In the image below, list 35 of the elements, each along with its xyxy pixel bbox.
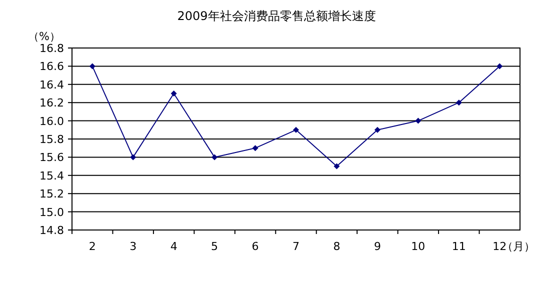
point	[415, 118, 422, 124]
y-tick-label: 16.2	[40, 96, 64, 110]
y-tick-label: 16.8	[40, 42, 64, 55]
point	[212, 154, 218, 160]
point	[374, 126, 380, 133]
point	[334, 163, 340, 170]
point	[252, 145, 258, 152]
ylabel: （%）	[28, 30, 60, 43]
y-tick-label: 15.6	[40, 151, 64, 164]
y-tick-label: 16.6	[40, 60, 64, 74]
y-tick-label: 15.4	[40, 169, 64, 182]
x-tick-label: 11	[452, 240, 466, 253]
x-tick-label: 3	[130, 240, 137, 253]
point	[89, 63, 96, 70]
point	[130, 154, 136, 160]
x-tick-label: 4	[170, 240, 178, 253]
x-tick-label: 7	[292, 240, 300, 253]
title: 2009年社会消费品零售总额增长速度	[177, 9, 376, 23]
x-tick-label: 5	[211, 240, 218, 253]
point	[456, 100, 462, 106]
x-tick-label: 12	[492, 240, 507, 253]
x-tick-label: 10	[411, 240, 426, 253]
y-tick-label: 16.4	[40, 78, 64, 92]
x-tick-label: 8	[333, 240, 340, 253]
y-tick-label: 14.8	[40, 224, 64, 237]
point	[293, 126, 299, 133]
y-tick-label: 15.8	[40, 133, 64, 146]
y-tick-label: 15.2	[40, 188, 64, 201]
x-tick-label: 9	[374, 240, 381, 253]
point	[170, 90, 177, 96]
y-tick-label: 16.0	[40, 114, 64, 128]
x-tick-label: 2	[88, 240, 96, 253]
point	[496, 63, 503, 70]
x-tick-label: 6	[252, 240, 259, 253]
y-tick-label: 15.0	[40, 206, 64, 219]
